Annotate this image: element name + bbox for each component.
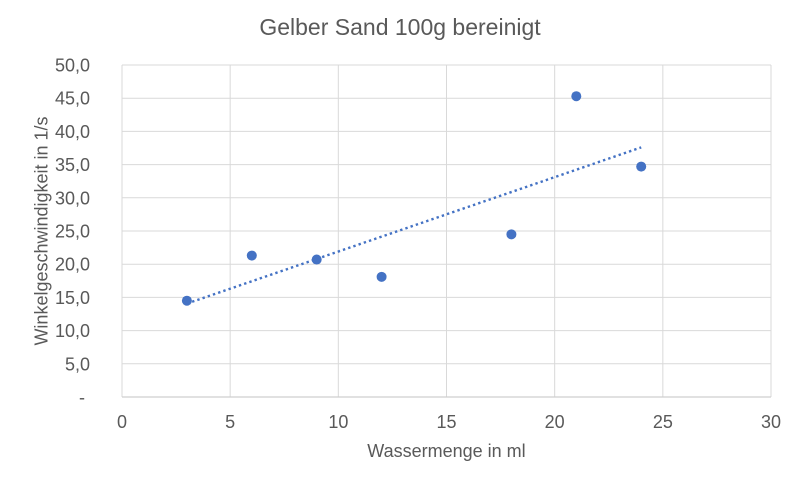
data-point-marker	[311, 254, 322, 265]
x-axis-title: Wassermenge in ml	[367, 441, 526, 461]
trendline	[186, 146, 642, 305]
data-point-marker	[376, 271, 387, 282]
y-tick-label: 10,0	[55, 321, 90, 341]
y-tick-label: 5,0	[65, 354, 90, 374]
y-tick-label: 45,0	[55, 89, 90, 109]
y-tick-label: 25,0	[55, 222, 90, 242]
x-tick-label: 25	[653, 412, 673, 432]
y-tick-label: 15,0	[55, 288, 90, 308]
y-tick-label: -	[79, 388, 85, 408]
x-tick-label: 15	[436, 412, 456, 432]
y-tick-label: 30,0	[55, 188, 90, 208]
x-tick-label: 0	[117, 412, 127, 432]
x-tick-label: 30	[761, 412, 781, 432]
x-tick-label: 20	[545, 412, 565, 432]
data-point-marker	[571, 91, 582, 102]
data-point-marker	[246, 250, 257, 261]
data-point-marker	[181, 295, 192, 306]
y-tick-label: 50,0	[55, 56, 90, 76]
x-tick-label: 5	[225, 412, 235, 432]
chart-title: Gelber Sand 100g bereinigt	[259, 14, 541, 40]
x-tick-label: 10	[328, 412, 348, 432]
data-point-marker	[506, 229, 517, 240]
data-point-marker	[636, 161, 647, 172]
y-tick-label: 35,0	[55, 155, 90, 175]
y-tick-label: 40,0	[55, 122, 90, 142]
y-tick-label: 20,0	[55, 255, 90, 275]
